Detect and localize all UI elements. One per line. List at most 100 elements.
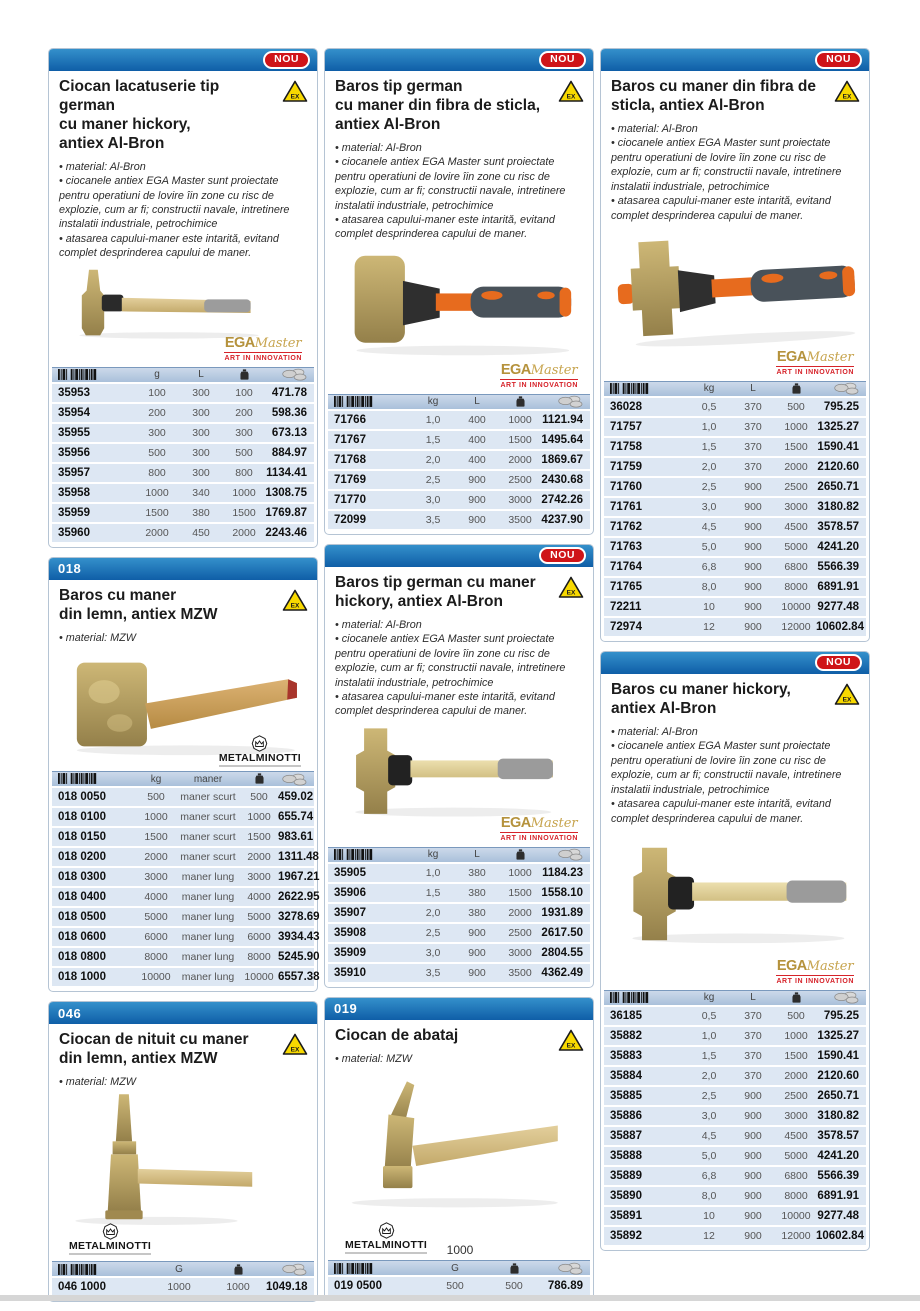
table-row: 018 0150 1500 maner scurt 1500 983.61 [52, 828, 314, 849]
column-middle: NOU Baros tip german cu maner din fibra … [324, 48, 594, 1310]
cell-value: 300 [178, 383, 224, 404]
cell-value: 900 [730, 557, 776, 578]
cell-value: 8,0 [688, 577, 730, 598]
table-header-row: kg L [604, 989, 866, 1007]
cell-value: 300 [178, 443, 224, 464]
cell-code: 35906 [328, 883, 412, 904]
card-header-bar: NOU [325, 544, 593, 567]
cell-price: 5566.39 [816, 557, 866, 578]
bullet: atasarea capului-maner este intarită, ev… [611, 194, 859, 223]
cell-value: 12000 [776, 1226, 816, 1247]
cell-price: 3278.69 [278, 908, 320, 929]
product-description: material: Al-Bron ciocanele antiex EGA M… [335, 141, 583, 242]
coins-icon [282, 368, 307, 381]
metalminotti-logo: METALMINOTTI [69, 1223, 152, 1256]
cell-code: 35909 [328, 943, 412, 964]
table-header-row: kg L [328, 393, 590, 411]
table-row: 35907 2,0 380 2000 1931.89 [328, 903, 590, 924]
barcode-icon [610, 992, 650, 1003]
weight-icon [515, 849, 526, 860]
product-image-zone: EGAMaster ART IN INNOVATION [611, 828, 859, 986]
cell-value: 8,0 [688, 1186, 730, 1207]
cell-price: 6891.91 [816, 1186, 866, 1207]
cell-code: 71757 [604, 417, 688, 438]
col-length: L [730, 989, 776, 1007]
cell-code: 35953 [52, 383, 136, 404]
cell-value: 370 [730, 1006, 776, 1027]
product-image [59, 1091, 262, 1229]
table-row: 71769 2,5 900 2500 2430.68 [328, 470, 590, 491]
product-image-zone: EGAMaster ART IN INNOVATION [335, 721, 583, 843]
cell-value: 8000 [776, 577, 816, 598]
cell-value: 900 [730, 517, 776, 538]
ega-master-logo: EGAMaster ART IN INNOVATION [500, 815, 578, 842]
cell-value: 5000 [776, 1146, 816, 1167]
table-row: 35891 10 900 10000 9277.48 [604, 1206, 866, 1227]
cell-value: 2500 [500, 923, 540, 944]
product-title: Baros tip german cu maner hickory, antie… [335, 573, 536, 610]
cell-value: 2500 [776, 477, 816, 498]
cell-price: 598.36 [264, 403, 314, 424]
cell-code: 71759 [604, 457, 688, 478]
table-row: 71765 8,0 900 8000 6891.91 [604, 577, 866, 598]
card-header-bar: NOU [601, 49, 869, 71]
cell-code: 35956 [52, 443, 136, 464]
bullet: material: Al-Bron [335, 141, 583, 155]
bullet: material: Al-Bron [611, 725, 859, 739]
cell-value: 500 [136, 443, 178, 464]
coins-icon [558, 395, 583, 408]
cell-code: 36185 [604, 1006, 688, 1027]
cell-value: 10000 [776, 597, 816, 618]
cell-value: 900 [454, 470, 500, 491]
product-title: Ciocan lacatuserie tip german cu maner h… [59, 78, 220, 152]
ega-master-logo: EGAMaster ART IN INNOVATION [500, 362, 578, 389]
cell-value: 400 [454, 430, 500, 451]
svg-text:EX: EX [567, 1042, 576, 1049]
product-title: Baros cu maner din fibra de sticla, anti… [611, 78, 816, 114]
cell-price: 1869.67 [540, 450, 590, 471]
cell-value: 6,8 [688, 1166, 730, 1187]
svg-text:EX: EX [567, 94, 576, 101]
cell-value: 500 [776, 1006, 816, 1027]
table-header-row: kg L [328, 846, 590, 864]
cell-value: 370 [730, 1026, 776, 1047]
cell-value: 2,0 [412, 903, 454, 924]
cell-value: 6800 [776, 1166, 816, 1187]
cell-price: 2120.60 [816, 1066, 866, 1087]
table-row: 35882 1,0 370 1000 1325.27 [604, 1026, 866, 1047]
table-row: 35905 1,0 380 1000 1184.23 [328, 863, 590, 884]
cell-code: 36028 [604, 397, 688, 418]
product-image [337, 1074, 567, 1212]
product-image [615, 842, 856, 948]
cell-price: 1590.41 [816, 1046, 866, 1067]
table-header-row: G [52, 1261, 314, 1279]
cell-value: 3500 [500, 963, 540, 984]
cell-value: 1000 [136, 483, 178, 504]
table-row: 72974 12 900 12000 10602.84 [604, 617, 866, 638]
table-row: 35957 800 300 800 1134.41 [52, 463, 314, 484]
metalminotti-logo: METALMINOTTI [218, 735, 301, 768]
cell-value: maner lung [176, 928, 240, 949]
cell-price: 2120.60 [816, 457, 866, 478]
col-kg: kg [136, 771, 176, 789]
table-row: 71766 1,0 400 1000 1121.94 [328, 410, 590, 431]
card-code: 046 [58, 1005, 82, 1021]
cell-value: maner lung [176, 888, 240, 909]
barcode-icon [334, 1263, 374, 1274]
cell-code: 35886 [604, 1106, 688, 1127]
product-title: Ciocan de nituit cu maner din lemn, anti… [59, 1031, 249, 1067]
cell-code: 71770 [328, 490, 412, 511]
cell-value: 900 [730, 477, 776, 498]
table-row: 35889 6,8 900 6800 5566.39 [604, 1166, 866, 1187]
svg-text:EX: EX [843, 696, 852, 703]
cell-code: 71765 [604, 577, 688, 598]
cell-code: 018 0200 [52, 848, 136, 869]
cell-value: 100 [224, 383, 264, 404]
col-maner: maner [176, 771, 240, 789]
table-row: 018 1000 10000 maner lung 10000 6557.38 [52, 968, 320, 989]
cell-price: 795.25 [816, 397, 866, 418]
bullet: atasarea capului-maner este intarită, ev… [335, 690, 583, 719]
col-grams: G [148, 1261, 210, 1279]
product-table: kg L 36028 0,5 370 500 795.25 71757 1,0 370 1000… [604, 380, 866, 638]
card-header-bar: 046 [49, 1002, 317, 1025]
